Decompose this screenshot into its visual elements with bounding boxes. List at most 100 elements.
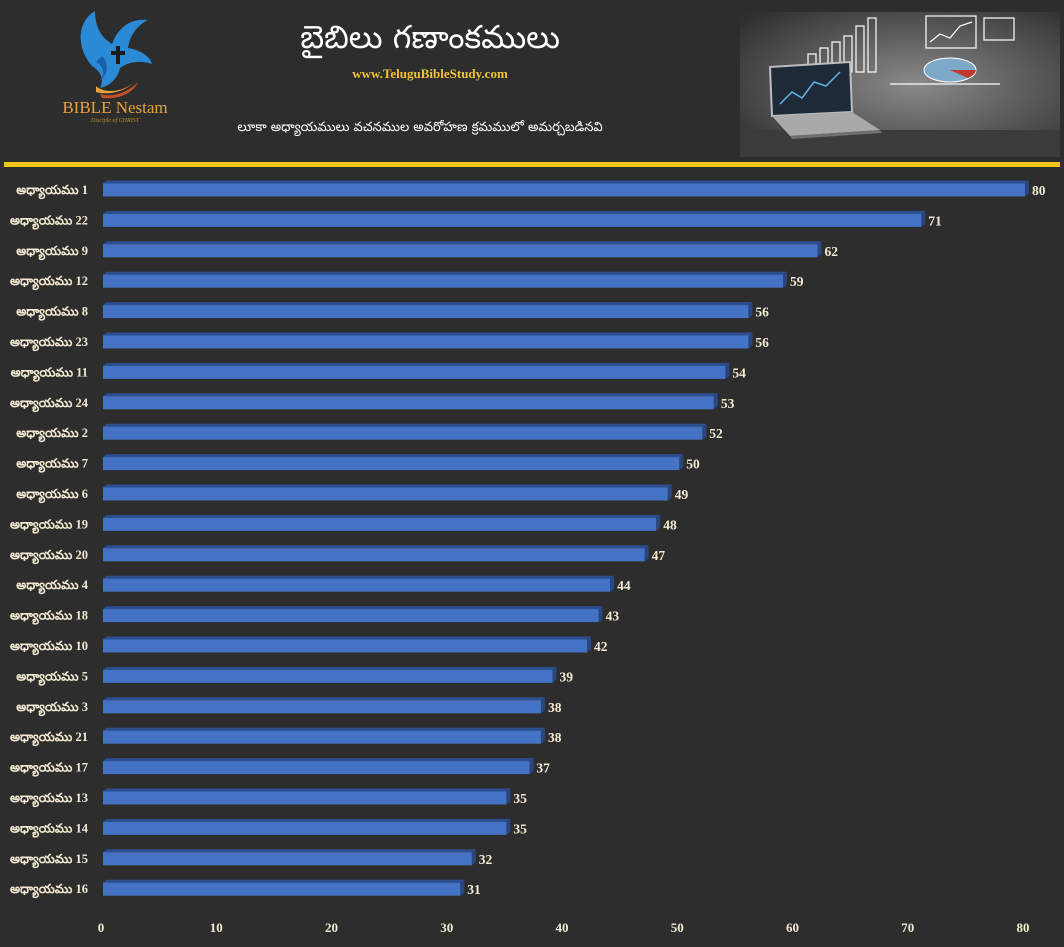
bar-top-face <box>103 210 926 214</box>
bar-top-face <box>103 545 649 549</box>
bar[interactable] <box>103 426 703 440</box>
bar[interactable] <box>103 213 922 227</box>
category-label: అధ్యాయము 2 <box>16 426 88 443</box>
bar[interactable] <box>103 244 818 258</box>
category-label: అధ్యాయము 4 <box>16 578 88 595</box>
category-label: అధ్యాయము 10 <box>10 639 88 656</box>
category-label: అధ్యాయము 16 <box>10 882 88 899</box>
data-label: 31 <box>467 882 481 897</box>
bar[interactable] <box>103 548 645 562</box>
bar[interactable] <box>103 365 726 379</box>
bible-nestam-logo: BIBLE Nestam Disciple of CHRIST <box>40 6 190 136</box>
bar-top-face <box>103 302 753 306</box>
bar-side-face <box>679 454 684 471</box>
bar-side-face <box>471 849 476 866</box>
x-tick-label: 50 <box>671 920 684 935</box>
logo-tagline: Disciple of CHRIST <box>91 118 139 124</box>
category-label: అధ్యాయము 14 <box>10 821 89 838</box>
bar[interactable] <box>103 700 541 714</box>
bar-top-face <box>103 393 718 397</box>
bar[interactable] <box>103 821 507 835</box>
bar[interactable] <box>103 457 680 471</box>
data-label: 43 <box>606 609 620 624</box>
data-label: 47 <box>652 548 666 563</box>
bar-top-face <box>103 575 615 579</box>
category-label: అధ్యాయము 8 <box>16 305 88 322</box>
category-label: అధ్యాయము 12 <box>10 274 88 291</box>
chart-header: BIBLE Nestam Disciple of CHRIST బైబిలు గ… <box>0 0 1064 160</box>
website-link[interactable]: www.TeluguBibleStudy.com <box>352 66 508 81</box>
bar[interactable] <box>103 305 749 319</box>
bar[interactable] <box>103 609 599 623</box>
category-label: అధ్యాయము 11 <box>11 365 88 382</box>
data-label: 44 <box>617 578 631 593</box>
bar[interactable] <box>103 487 668 501</box>
data-label: 49 <box>675 487 689 502</box>
bar-side-face <box>552 666 557 683</box>
bar[interactable] <box>103 791 507 805</box>
bar-side-face <box>644 545 649 562</box>
bar[interactable] <box>103 852 472 866</box>
bar[interactable] <box>103 517 657 531</box>
category-label: అధ్యాయము 3 <box>16 700 88 717</box>
data-label: 80 <box>1032 183 1046 198</box>
bar[interactable] <box>103 274 783 288</box>
logo-text: BIBLE Nestam <box>62 98 168 117</box>
data-label: 56 <box>755 335 769 350</box>
bar-top-face <box>103 362 730 366</box>
bar[interactable] <box>103 335 749 349</box>
data-label: 42 <box>594 639 608 654</box>
dove-icon <box>80 11 152 99</box>
bar[interactable] <box>103 183 1025 197</box>
header-divider <box>4 162 1060 167</box>
category-label: అధ్యాయము 1 <box>16 183 88 200</box>
page-title: బైబిలు గణాంకములు <box>300 18 560 56</box>
x-tick-label: 80 <box>1017 920 1030 935</box>
bar-top-face <box>103 454 684 458</box>
bar-side-face <box>782 271 787 288</box>
bar-top-face <box>103 697 545 701</box>
data-label: 48 <box>663 517 677 532</box>
bar[interactable] <box>103 882 461 896</box>
bar-side-face <box>725 362 730 379</box>
laptop-analytics-image <box>740 12 1060 157</box>
bar[interactable] <box>103 761 530 775</box>
bar-top-face <box>103 332 753 336</box>
category-label: అధ్యాయము 18 <box>10 609 88 626</box>
data-label: 56 <box>755 305 769 320</box>
data-label: 38 <box>548 700 562 715</box>
bar-top-face <box>103 180 1029 184</box>
bar[interactable] <box>103 730 541 744</box>
data-label: 59 <box>790 274 804 289</box>
bar[interactable] <box>103 639 588 653</box>
x-tick-label: 0 <box>98 920 105 935</box>
bar-top-face <box>103 818 511 822</box>
category-label: అధ్యాయము 17 <box>10 761 88 778</box>
bar[interactable] <box>103 669 553 683</box>
bar-side-face <box>460 879 465 896</box>
data-label: 37 <box>536 761 550 776</box>
bar[interactable] <box>103 396 714 410</box>
x-tick-label: 30 <box>440 920 453 935</box>
data-label: 52 <box>709 426 723 441</box>
bar-side-face <box>540 727 545 744</box>
bar-top-face <box>103 606 603 610</box>
bar-side-face <box>921 210 926 227</box>
bar-top-face <box>103 241 822 245</box>
bar-side-face <box>540 697 545 714</box>
category-label: అధ్యాయము 6 <box>16 487 88 504</box>
bar-side-face <box>529 758 534 775</box>
data-label: 50 <box>686 457 700 472</box>
data-label: 62 <box>825 244 839 259</box>
bar-top-face <box>103 484 672 488</box>
bar-side-face <box>506 788 511 805</box>
category-label: అధ్యాయము 20 <box>10 548 88 565</box>
bar-top-face <box>103 666 557 670</box>
bar[interactable] <box>103 578 611 592</box>
category-label: అధ్యాయము 9 <box>16 244 88 261</box>
bar-top-face <box>103 758 534 762</box>
bar-side-face <box>817 241 822 258</box>
data-label: 71 <box>928 213 942 228</box>
category-label: అధ్యాయము 19 <box>10 517 88 534</box>
